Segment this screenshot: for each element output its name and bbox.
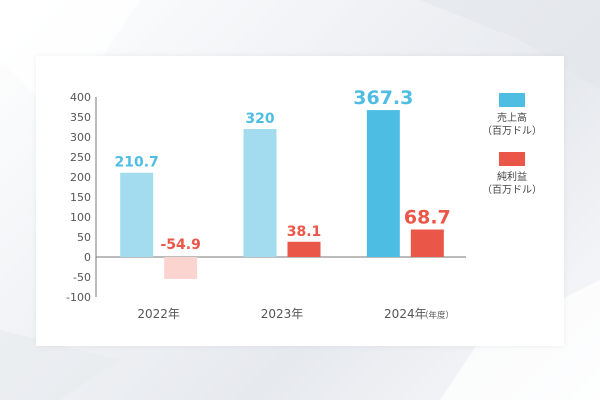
legend-label-net-income: 純利益 [497,172,527,183]
data-label: -54.9 [160,237,200,253]
legend-unit-net-income: （百万ドル） [482,185,542,196]
bar-sales [243,129,277,257]
bar-net-income [287,241,321,257]
data-label: 68.7 [404,207,451,229]
y-tick-label: 250 [70,151,91,164]
x-tick-label: 2024年 [384,307,427,321]
legend-item-net-income: 純利益 （百万ドル） [470,152,554,197]
x-axis-unit: （年度） [420,311,455,321]
legend-swatch-net-income [499,152,525,166]
y-tick-label: 0 [84,251,91,264]
data-label: 367.3 [353,87,413,109]
legend-unit-sales: （百万ドル） [482,126,542,137]
y-tick-label: 200 [70,171,91,184]
bar-net-income [164,257,198,279]
y-tick-label: 300 [70,131,91,144]
y-tick-label: 400 [70,91,91,104]
bar-sales [366,110,400,257]
x-tick-label: 2022年 [137,307,180,321]
legend-swatch-sales [499,93,525,107]
legend-label-sales: 売上高 [497,113,527,124]
data-label: 210.7 [115,155,159,171]
y-tick-label: -50 [73,271,91,284]
y-tick-label: 350 [70,111,91,124]
y-tick-label: 50 [77,231,91,244]
bar-net-income [410,229,444,257]
data-label: 320 [245,111,274,127]
data-label: 38.1 [287,224,322,240]
y-tick-label: -100 [66,291,91,304]
x-tick-label: 2023年 [261,307,304,321]
legend-item-sales: 売上高 （百万ドル） [470,93,554,138]
y-tick-label: 150 [70,191,91,204]
bar-sales [120,172,154,257]
y-tick-label: 100 [70,211,91,224]
legend: 売上高 （百万ドル） 純利益 （百万ドル） [470,93,554,211]
